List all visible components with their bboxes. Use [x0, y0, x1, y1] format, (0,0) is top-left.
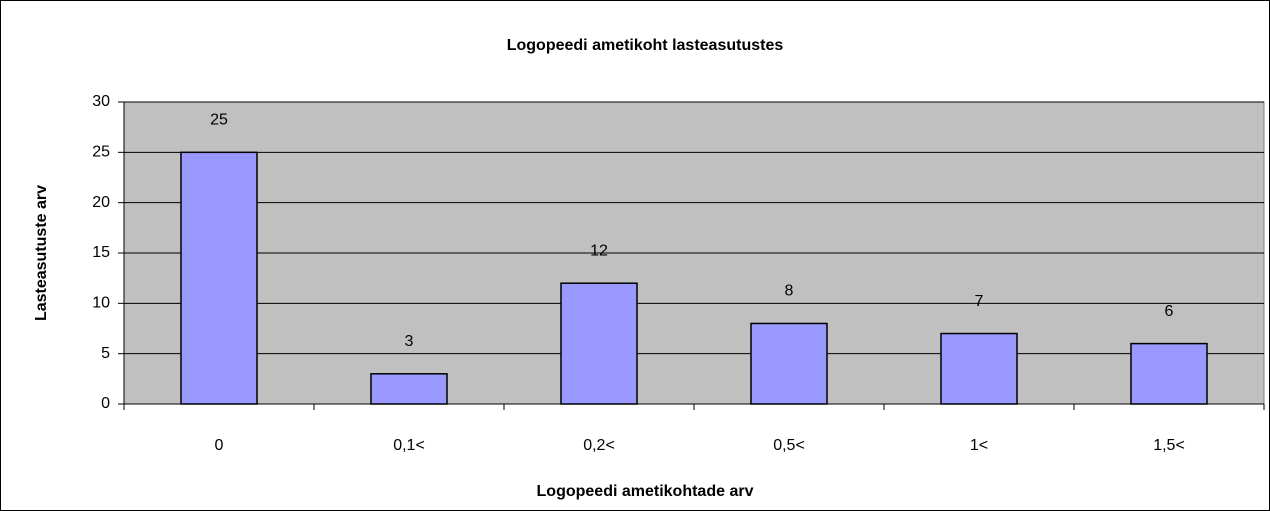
x-tick-label: 0 [215, 437, 224, 454]
bar [180, 151, 258, 405]
chart-title: Logopeedi ametikoht lasteasutustes [507, 37, 784, 54]
bar [750, 322, 828, 405]
bar [560, 282, 638, 405]
data-label: 7 [975, 293, 984, 310]
data-label: 3 [405, 333, 414, 350]
bar [940, 332, 1018, 405]
y-tick-label: 0 [101, 395, 110, 412]
x-tick-label: 0,5< [773, 437, 805, 454]
x-axis-label: Logopeedi ametikohtade arv [537, 483, 754, 500]
bar [370, 373, 448, 405]
x-tick-label: 0,2< [583, 437, 615, 454]
x-tick-label: 1,5< [1153, 437, 1185, 454]
data-label: 6 [1165, 303, 1174, 320]
y-axis-label: Lasteasutuste arv [33, 185, 50, 321]
data-label: 25 [210, 112, 228, 129]
y-tick-label: 20 [92, 194, 110, 211]
y-tick-label: 5 [101, 345, 110, 362]
y-tick-label: 15 [92, 244, 110, 261]
y-tick-label: 25 [92, 144, 110, 161]
x-tick-label: 1< [970, 437, 988, 454]
y-tick-label: 10 [92, 295, 110, 312]
x-tick-label: 0,1< [393, 437, 425, 454]
y-tick-label: 30 [92, 93, 110, 110]
data-label: 12 [590, 242, 608, 259]
data-label: 8 [785, 283, 794, 300]
bar [1130, 342, 1208, 405]
